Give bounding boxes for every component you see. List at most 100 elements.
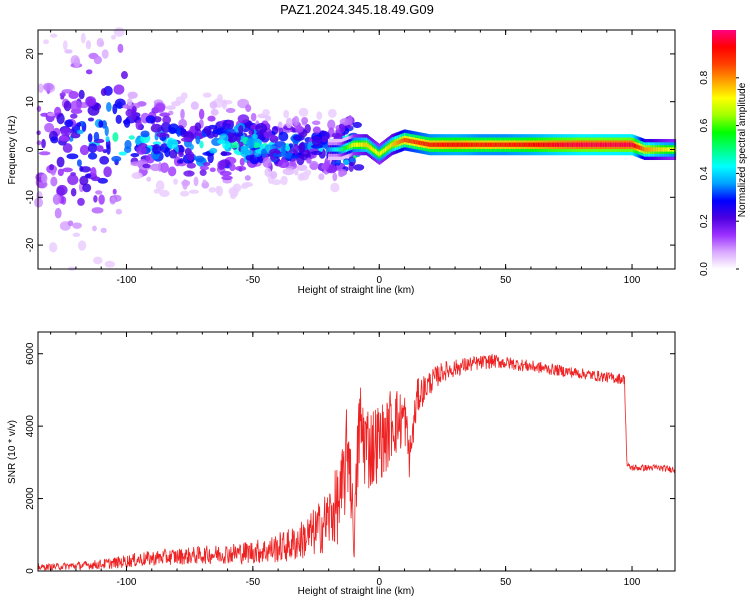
spectrogram-ridge-cell: [575, 142, 578, 147]
spectrogram-blob: [93, 256, 103, 265]
spectrogram-blob: [52, 193, 61, 205]
spectrogram-ridge-cell: [338, 147, 340, 152]
spectrogram-blob: [79, 144, 90, 156]
snr-y-tick-label: 2000: [25, 487, 36, 510]
spectrogram-blob: [62, 40, 68, 51]
spectrogram-ridge-cell: [556, 142, 559, 147]
spectrogram-ridge-cell: [576, 142, 579, 147]
spectrogram-blob: [248, 129, 255, 136]
spectrogram-blob: [217, 93, 223, 103]
spectrogram-blob: [47, 112, 57, 117]
spectrogram-ridge-cell: [633, 143, 636, 148]
spectrogram-blob: [176, 127, 181, 137]
spectrogram-blob: [194, 155, 205, 163]
spectrogram-blob: [37, 83, 44, 93]
spectrogram-blob: [178, 151, 184, 158]
spectrogram-blob: [93, 195, 98, 203]
spectrogram-ridge-cell: [666, 147, 669, 152]
spectrogram-ridge-cell: [618, 142, 621, 147]
spectrogram-ridge-cell: [359, 142, 362, 147]
spectrogram-ridge-cell: [536, 142, 539, 147]
spectrogram-blob: [49, 242, 58, 253]
spectrogram-x-tick-label: -100: [116, 275, 136, 286]
spectrogram-blob: [93, 55, 102, 65]
spectrogram-blob: [95, 190, 103, 195]
spectrogram-ridge-cell: [352, 143, 354, 148]
spectrogram-ridge-cell: [628, 142, 631, 147]
spectrogram-blob: [159, 189, 170, 198]
spectrogram-ridge-cell: [468, 142, 471, 147]
spectrogram-blob: [202, 92, 212, 98]
spectrogram-blob: [73, 57, 81, 68]
spectrogram-blob: [188, 189, 200, 194]
spectrogram-ridge-cell: [406, 138, 409, 143]
spectrogram-ridge-cell: [357, 142, 359, 147]
spectrogram-ridge-cell: [565, 142, 568, 147]
spectrogram-ridge-cell: [613, 142, 616, 147]
spectrogram-ridge-cell: [661, 147, 664, 152]
spectrogram-blob: [150, 163, 162, 172]
spectrogram-blob: [153, 116, 162, 123]
spectrogram-ridge-cell: [580, 142, 583, 147]
spectrogram-blob: [40, 112, 50, 117]
spectrogram-ridge-cell: [660, 147, 663, 152]
spectrogram-blob: [294, 168, 299, 176]
spectrogram-x-tick-label: 50: [500, 275, 512, 286]
spectrogram-ridge-cell: [449, 142, 452, 147]
spectrogram-blob: [124, 139, 132, 150]
spectrogram-blob: [122, 104, 135, 109]
colorbar-tick-label: 0.2: [699, 214, 710, 228]
spectrogram-blob: [123, 118, 131, 128]
spectrogram-blob: [186, 162, 196, 169]
spectrogram-blob: [237, 114, 250, 124]
spectrogram-blob: [277, 159, 290, 169]
spectrogram-ridge-cell: [388, 144, 391, 149]
spectrogram-blob: [85, 96, 97, 107]
spectrogram-x-axis-title: Height of straight line (km): [298, 285, 415, 296]
spectrogram-blob: [244, 175, 251, 181]
spectrogram-ridge-cell: [549, 142, 551, 147]
spectrogram-blob: [173, 178, 178, 185]
spectrogram-ridge-cell: [384, 147, 387, 152]
spectrogram-ridge-cell: [499, 142, 502, 147]
spectrogram-ridge-cell: [484, 142, 487, 147]
spectrogram-blob: [36, 140, 42, 146]
spectrogram-blob: [280, 144, 287, 155]
spectrogram-blob: [180, 108, 185, 120]
spectrogram-ridge-cell: [420, 140, 423, 146]
spectrogram-blob: [226, 119, 235, 125]
spectrogram-ridge-cell: [531, 142, 534, 147]
spectrogram-blob: [168, 123, 180, 134]
spectrogram-blob: [67, 174, 79, 186]
spectrogram-ridge-cell: [461, 142, 464, 147]
spectrogram-ridge-cell: [656, 147, 659, 152]
spectrogram-ridge-cell: [664, 147, 666, 152]
snr-y-tick-label: 4000: [25, 415, 36, 438]
spectrogram-ridge-cell: [413, 139, 416, 145]
spectrogram-blob: [352, 121, 362, 129]
spectrogram-ridge-cell: [602, 142, 605, 147]
spectrogram-ridge-cell: [642, 146, 645, 152]
spectrogram-blob: [271, 179, 282, 186]
spectrogram-blob: [96, 145, 104, 152]
spectrogram-ridge-cell: [392, 142, 395, 147]
spectrogram-blob: [50, 33, 58, 38]
spectrogram-blob: [145, 115, 156, 124]
spectrogram-blob: [290, 154, 299, 159]
spectrogram-ridge-cell: [469, 142, 472, 147]
spectrogram-ridge-cell: [539, 142, 541, 147]
spectrogram-blob: [85, 69, 93, 75]
spectrogram-blob: [115, 208, 123, 215]
spectrogram-blob: [54, 207, 62, 219]
spectrogram-y-tick-label: -10: [25, 190, 36, 205]
spectrogram-ridge-cell: [497, 142, 500, 147]
spectrogram-blob: [162, 115, 172, 124]
spectrogram-ridge-cell: [482, 142, 484, 147]
spectrogram-ridge-cell: [587, 142, 589, 147]
spectrogram-ridge-cell: [637, 144, 640, 150]
spectrogram-ridge-cell: [566, 142, 569, 147]
spectrogram-blob: [41, 138, 46, 149]
spectrogram-ridge-cell: [507, 142, 510, 147]
spectrogram-blob: [100, 88, 107, 96]
spectrogram-ridge-cell: [464, 142, 467, 147]
